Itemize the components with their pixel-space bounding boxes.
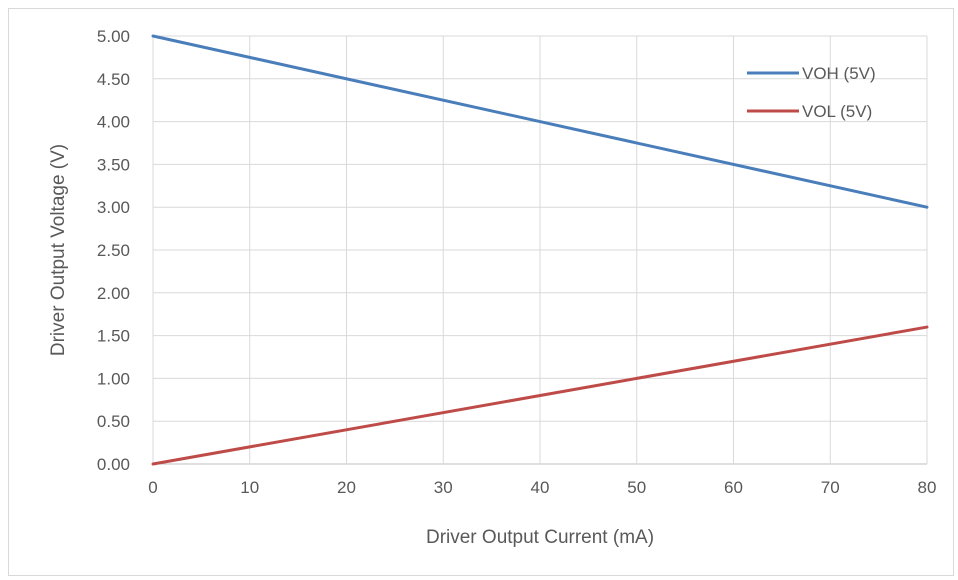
- y-tick-label: 1.50: [97, 327, 130, 346]
- x-tick-label: 30: [434, 478, 453, 497]
- y-tick-label: 0.00: [97, 455, 130, 474]
- x-tick-labels: 0 10 20 30 40 50 60 70 80: [148, 478, 936, 497]
- x-tick-label: 70: [821, 478, 840, 497]
- y-tick-label: 2.50: [97, 241, 130, 260]
- grid: [152, 35, 928, 465]
- y-axis-title: Driver Output Voltage (V): [48, 144, 69, 356]
- x-tick-label: 40: [531, 478, 550, 497]
- legend-label: VOL (5V): [802, 102, 872, 121]
- chart-frame: [8, 8, 954, 576]
- series-lines: [151, 34, 929, 466]
- y-tick-label: 0.50: [97, 412, 130, 431]
- x-axis-title: Driver Output Current (mA): [426, 527, 654, 548]
- legend: VOH (5V) VOL (5V): [747, 64, 876, 121]
- y-tick-label: 3.00: [97, 198, 130, 217]
- y-tick-label: 2.00: [97, 284, 130, 303]
- legend-label: VOH (5V): [802, 64, 876, 83]
- series-line-2: [151, 325, 929, 466]
- y-tick-labels: 0.00 0.50 1.00 1.50 2.00 2.50 3.00 3.50 4.00 4.50…: [97, 27, 130, 474]
- y-tick-label: 5.00: [97, 27, 130, 46]
- y-tick-label: 4.00: [97, 113, 130, 132]
- x-tick-label: 50: [627, 478, 646, 497]
- x-tick-label: 0: [148, 478, 157, 497]
- x-tick-label: 10: [240, 478, 259, 497]
- x-tick-label: 60: [724, 478, 743, 497]
- y-tick-label: 4.50: [97, 70, 130, 89]
- series-line-1: [151, 34, 929, 209]
- y-tick-label: 3.50: [97, 155, 130, 174]
- y-tick-label: 1.00: [97, 369, 130, 388]
- x-tick-label: 20: [337, 478, 356, 497]
- x-tick-label: 80: [918, 478, 937, 497]
